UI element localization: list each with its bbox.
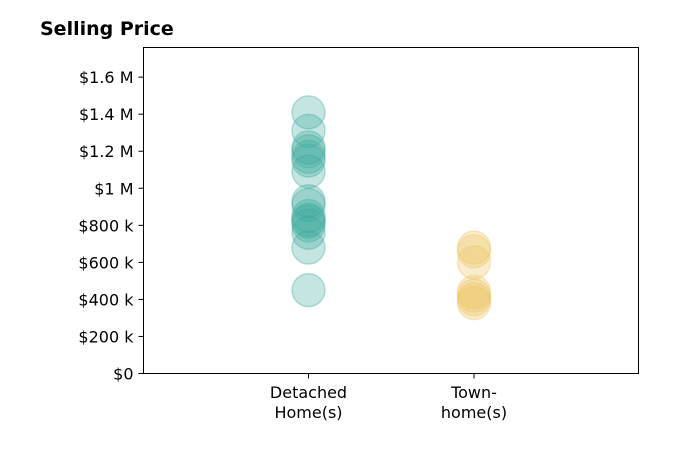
data-point [291,230,326,265]
y-tick-label: $1 M [94,179,133,198]
data-point [291,215,326,250]
points-layer [291,95,492,321]
data-point [291,272,326,308]
y-tick-label: $800 k [78,216,134,235]
data-point [456,245,492,280]
data-point [291,208,326,243]
data-point [291,143,326,178]
data-point [291,198,326,234]
x-tick-label: Detached [270,383,347,402]
data-point [291,204,326,239]
data-point [456,230,492,265]
x-tick-label: Town- [450,383,497,402]
data-point [291,183,326,219]
y-tick-label: $1.6 M [79,68,134,87]
data-point [291,133,326,169]
data-point [456,282,492,317]
data-point [291,202,326,238]
data-point [456,278,492,313]
data-point [291,139,326,175]
y-tick-label: $1.4 M [79,105,134,124]
data-point [291,113,326,149]
data-point [456,274,492,310]
data-point [456,285,492,321]
y-tick-label: $600 k [78,253,134,272]
x-tick-label: Home(s) [274,403,342,422]
data-point [291,154,326,189]
data-point [456,234,492,269]
y-axis: $0 $200 k $400 k $600 k $800 k $1 M $1.2 M $1.4… [78,68,144,384]
y-tick-label: $200 k [78,327,134,346]
chart-title: Selling Price [40,18,174,40]
y-tick-label: $400 k [78,290,134,309]
data-point [291,130,326,165]
y-tick-label: $1.2 M [79,142,134,161]
plot-frame [143,47,639,374]
y-tick-label: $0 [113,365,133,384]
data-point [291,187,326,223]
x-tick-label: home(s) [441,403,507,422]
data-point [291,95,326,130]
